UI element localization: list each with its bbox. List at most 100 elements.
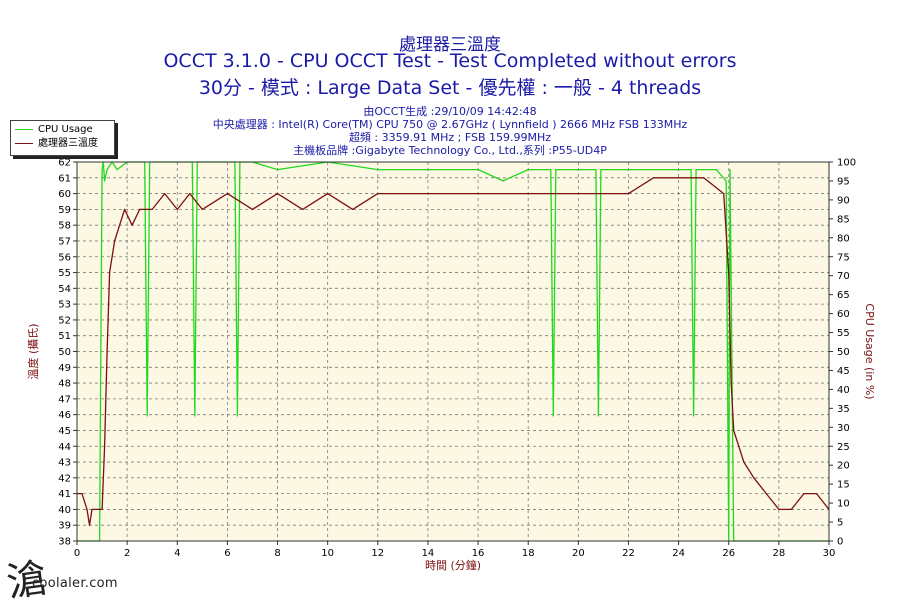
data-point <box>226 192 228 195</box>
data-point <box>201 208 203 210</box>
y-right-tick-label: 95 <box>837 176 850 187</box>
x-tick-label: 12 <box>371 548 384 559</box>
data-point <box>477 168 479 171</box>
y-right-tick-label: 30 <box>837 423 850 434</box>
y-left-tick-label: 41 <box>58 489 71 500</box>
data-point <box>139 208 141 210</box>
data-point <box>88 524 91 526</box>
data-point <box>427 168 429 171</box>
motherboard-info: 主機板品牌 :Gigabyte Technology Co., Ltd.,系列 … <box>293 144 607 157</box>
data-point <box>189 192 191 195</box>
data-point <box>577 192 579 195</box>
data-point <box>164 192 166 195</box>
data-point <box>733 429 735 432</box>
data-point <box>251 208 254 210</box>
data-point <box>146 415 148 417</box>
x-tick-label: 2 <box>124 548 130 559</box>
data-point <box>738 445 740 447</box>
data-point <box>106 350 108 353</box>
generated-info: 由OCCT生成 :29/10/09 14:42:48 <box>363 105 537 118</box>
chart-title-main: 處理器三溫度 <box>399 35 501 55</box>
data-point <box>106 168 108 171</box>
y-right-tick-label: 10 <box>837 499 850 510</box>
data-point <box>678 168 680 171</box>
x-tick-label: 22 <box>622 548 635 559</box>
y-right-tick-label: 75 <box>837 252 850 263</box>
data-point <box>555 168 557 171</box>
x-tick-label: 16 <box>472 548 485 559</box>
data-point <box>729 168 731 171</box>
y-left-tick-label: 58 <box>58 221 71 232</box>
y-left-tick-label: 42 <box>58 473 71 484</box>
data-point <box>703 168 705 171</box>
watermark-text: coolaler.com <box>32 576 118 591</box>
data-point <box>91 508 93 511</box>
data-point <box>302 208 304 210</box>
data-point <box>276 168 279 171</box>
data-point <box>100 350 102 353</box>
x-tick-label: 20 <box>572 548 585 559</box>
x-tick-label: 6 <box>224 548 230 559</box>
data-point <box>728 271 730 274</box>
y-left-tick-label: 39 <box>58 521 71 532</box>
data-point <box>119 224 121 226</box>
data-point <box>693 415 695 417</box>
y-left-tick-label: 56 <box>58 252 71 263</box>
data-point <box>111 256 113 258</box>
data-point <box>103 180 106 182</box>
y-right-tick-label: 100 <box>837 158 856 169</box>
watermark-logo: 滄 coolaler.com <box>4 548 146 606</box>
data-point <box>86 508 88 511</box>
y-right-tick-label: 85 <box>837 214 850 225</box>
data-point <box>124 208 126 210</box>
y-left-tick-label: 47 <box>58 394 71 405</box>
x-tick-label: 8 <box>274 548 280 559</box>
y-left-tick-label: 55 <box>58 268 71 279</box>
y-right-tick-label: 15 <box>837 480 850 491</box>
chart-title-mode: 30分 - 模式 : Large Data Set - 優先權 : 一般 - 4… <box>198 77 702 99</box>
data-point <box>108 271 111 274</box>
y-right-tick-label: 35 <box>837 404 850 415</box>
data-point <box>577 168 579 171</box>
data-point <box>627 192 630 195</box>
legend-item-temperature: 處理器三溫度 <box>15 137 98 150</box>
y-right-tick-label: 60 <box>837 309 850 320</box>
data-point <box>377 192 379 195</box>
data-point <box>600 168 602 171</box>
data-point <box>715 168 717 171</box>
y-left-tick-label: 43 <box>58 458 71 469</box>
data-point <box>652 177 655 179</box>
data-point <box>194 415 196 417</box>
data-point <box>597 415 599 417</box>
x-tick-label: 4 <box>174 548 180 559</box>
x-tick-label: 0 <box>74 548 80 559</box>
x-tick-label: 28 <box>772 548 785 559</box>
data-point <box>595 168 597 171</box>
y-right-tick-label: 20 <box>837 461 850 472</box>
data-point <box>730 382 732 384</box>
legend-swatch-usage <box>15 129 33 130</box>
data-point <box>352 208 354 210</box>
series-line <box>77 161 829 542</box>
y-left-tick-label: 38 <box>58 537 71 548</box>
x-tick-label: 30 <box>823 548 836 559</box>
x-tick-label: 14 <box>422 548 435 559</box>
data-point <box>377 168 379 171</box>
data-point <box>765 493 767 495</box>
data-point <box>743 461 745 463</box>
data-point <box>114 240 116 242</box>
x-tick-label: 24 <box>672 548 685 559</box>
y-axis-label-right: CPU Usage (in %) <box>863 303 876 399</box>
y-right-tick-label: 45 <box>837 366 850 377</box>
y-right-tick-label: 90 <box>837 195 850 206</box>
y-left-tick-label: 50 <box>58 347 71 358</box>
y-left-tick-label: 44 <box>58 442 71 453</box>
axis-ticks <box>73 161 833 545</box>
y-left-tick-label: 60 <box>58 189 71 200</box>
data-point <box>176 208 178 210</box>
y-left-tick-label: 46 <box>58 410 71 421</box>
y-axis-label-left: 溫度 (攝氏) <box>26 323 40 379</box>
y-right-tick-label: 65 <box>837 290 850 301</box>
data-point <box>98 508 101 511</box>
y-left-tick-label: 45 <box>58 426 71 437</box>
